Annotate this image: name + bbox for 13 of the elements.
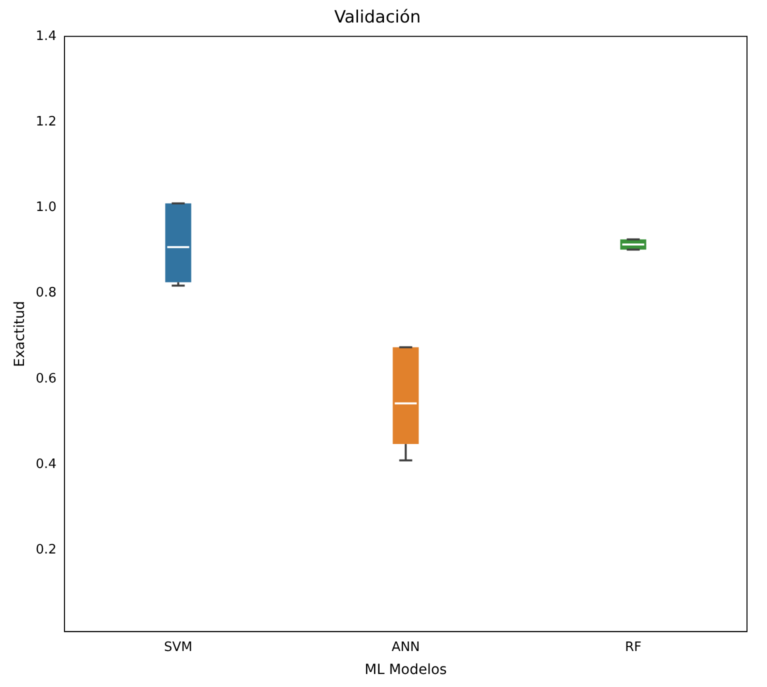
y-tick-label: 0.2 bbox=[36, 542, 56, 558]
x-tick-label: ANN bbox=[392, 640, 420, 655]
chart-title: Validación bbox=[334, 8, 421, 28]
y-tick-label: 0.8 bbox=[36, 286, 56, 301]
x-tick-label: SVM bbox=[164, 640, 192, 655]
y-tick-label: 1.2 bbox=[36, 114, 56, 130]
y-tick-label: 1.4 bbox=[36, 28, 56, 44]
x-axis-title: ML Modelos bbox=[364, 662, 447, 678]
y-tick-label: 1.0 bbox=[36, 200, 56, 216]
y-axis-title: Exactitud bbox=[12, 300, 28, 368]
x-tick-label: RF bbox=[624, 640, 642, 655]
y-tick-label: 0.6 bbox=[36, 371, 56, 386]
y-tick-label: 0.4 bbox=[36, 456, 56, 472]
